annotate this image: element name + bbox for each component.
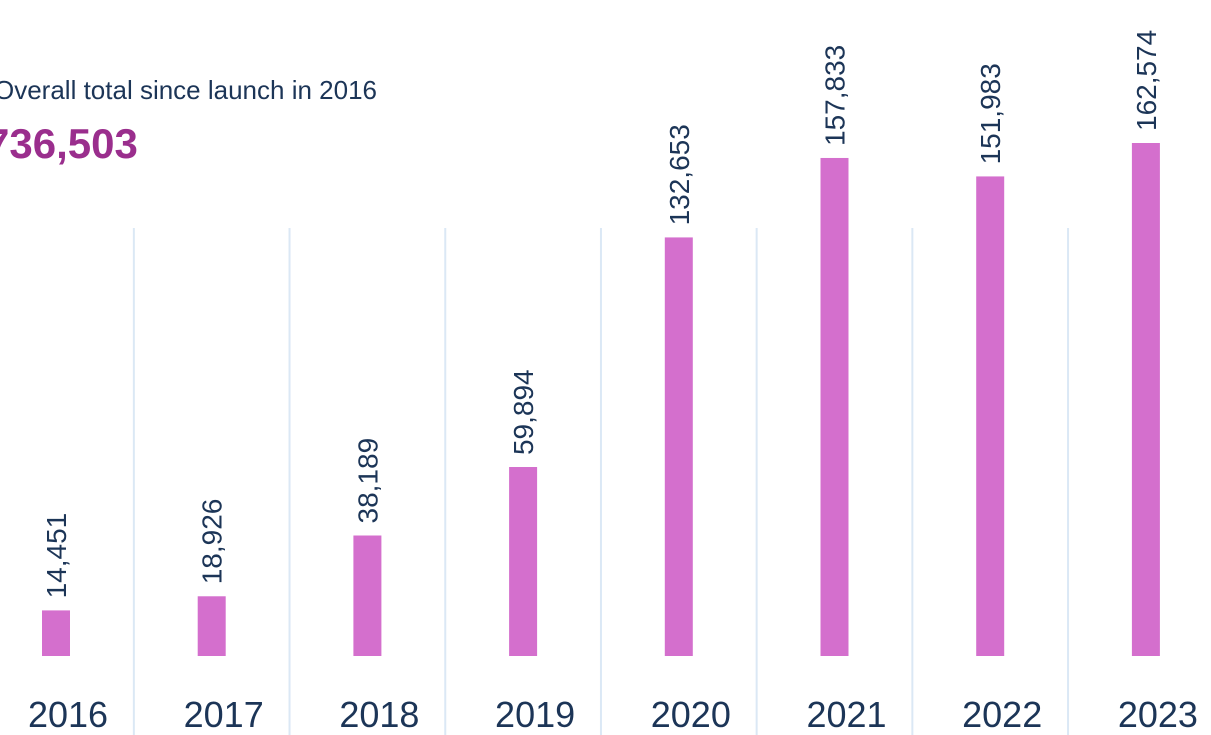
x-tick-label: 2020 <box>651 694 731 735</box>
value-label: 151,983 <box>975 63 1006 164</box>
subtitle: Overall total since launch in 2016 <box>0 75 377 105</box>
value-label: 157,833 <box>820 45 851 146</box>
x-tick-label: 2018 <box>339 694 419 735</box>
bar <box>1131 143 1160 656</box>
bar <box>820 157 849 657</box>
value-label: 59,894 <box>508 369 539 455</box>
x-tick-label: 2021 <box>806 694 886 735</box>
total: 736,503 <box>0 120 138 167</box>
value-label: 14,451 <box>41 513 72 599</box>
x-tick-label: 2017 <box>184 694 264 735</box>
bar <box>42 610 70 656</box>
bar <box>197 596 226 656</box>
value-label: 162,574 <box>1131 30 1162 131</box>
value-label: 132,653 <box>664 124 695 225</box>
x-tick-label: 2019 <box>495 694 575 735</box>
bar <box>976 176 1005 657</box>
value-label: 38,189 <box>352 438 383 524</box>
bar <box>664 237 693 657</box>
value-label: 18,926 <box>197 499 228 585</box>
bar <box>509 467 538 656</box>
bar <box>353 535 382 656</box>
x-tick-label: 2023 <box>1118 694 1198 735</box>
x-tick-label: 2022 <box>962 694 1042 735</box>
x-tick-label: 2016 <box>28 694 108 735</box>
